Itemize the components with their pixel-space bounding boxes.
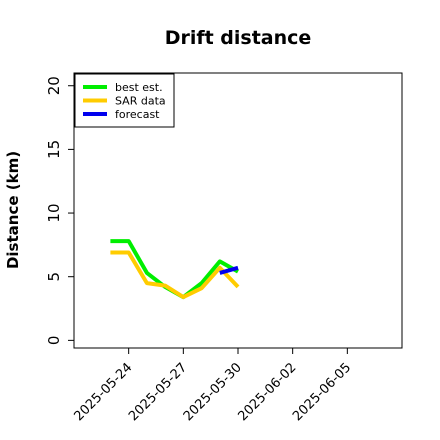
- series-line-forecast: [219, 265, 239, 275]
- y-axis-label: Distance (km): [4, 151, 22, 269]
- y-tick-label: 20: [45, 76, 63, 95]
- x-axis-ticks: 2025-05-242025-05-272025-05-302025-06-02…: [71, 348, 354, 424]
- y-tick-label: 5: [45, 272, 63, 282]
- chart-title: Drift distance: [165, 27, 312, 49]
- series-line-sar-data: [110, 250, 240, 300]
- y-tick-label: 10: [45, 203, 63, 222]
- x-tick-label: 2025-06-05: [290, 360, 354, 424]
- y-axis-ticks: 0 5 10 15 20: [45, 76, 74, 345]
- legend-label: forecast: [115, 108, 160, 121]
- legend-label: best est.: [115, 81, 163, 94]
- series-lines: [110, 239, 240, 300]
- y-tick-label: 0: [45, 336, 63, 346]
- y-tick-label: 15: [45, 140, 63, 159]
- legend-label: SAR data: [115, 95, 166, 108]
